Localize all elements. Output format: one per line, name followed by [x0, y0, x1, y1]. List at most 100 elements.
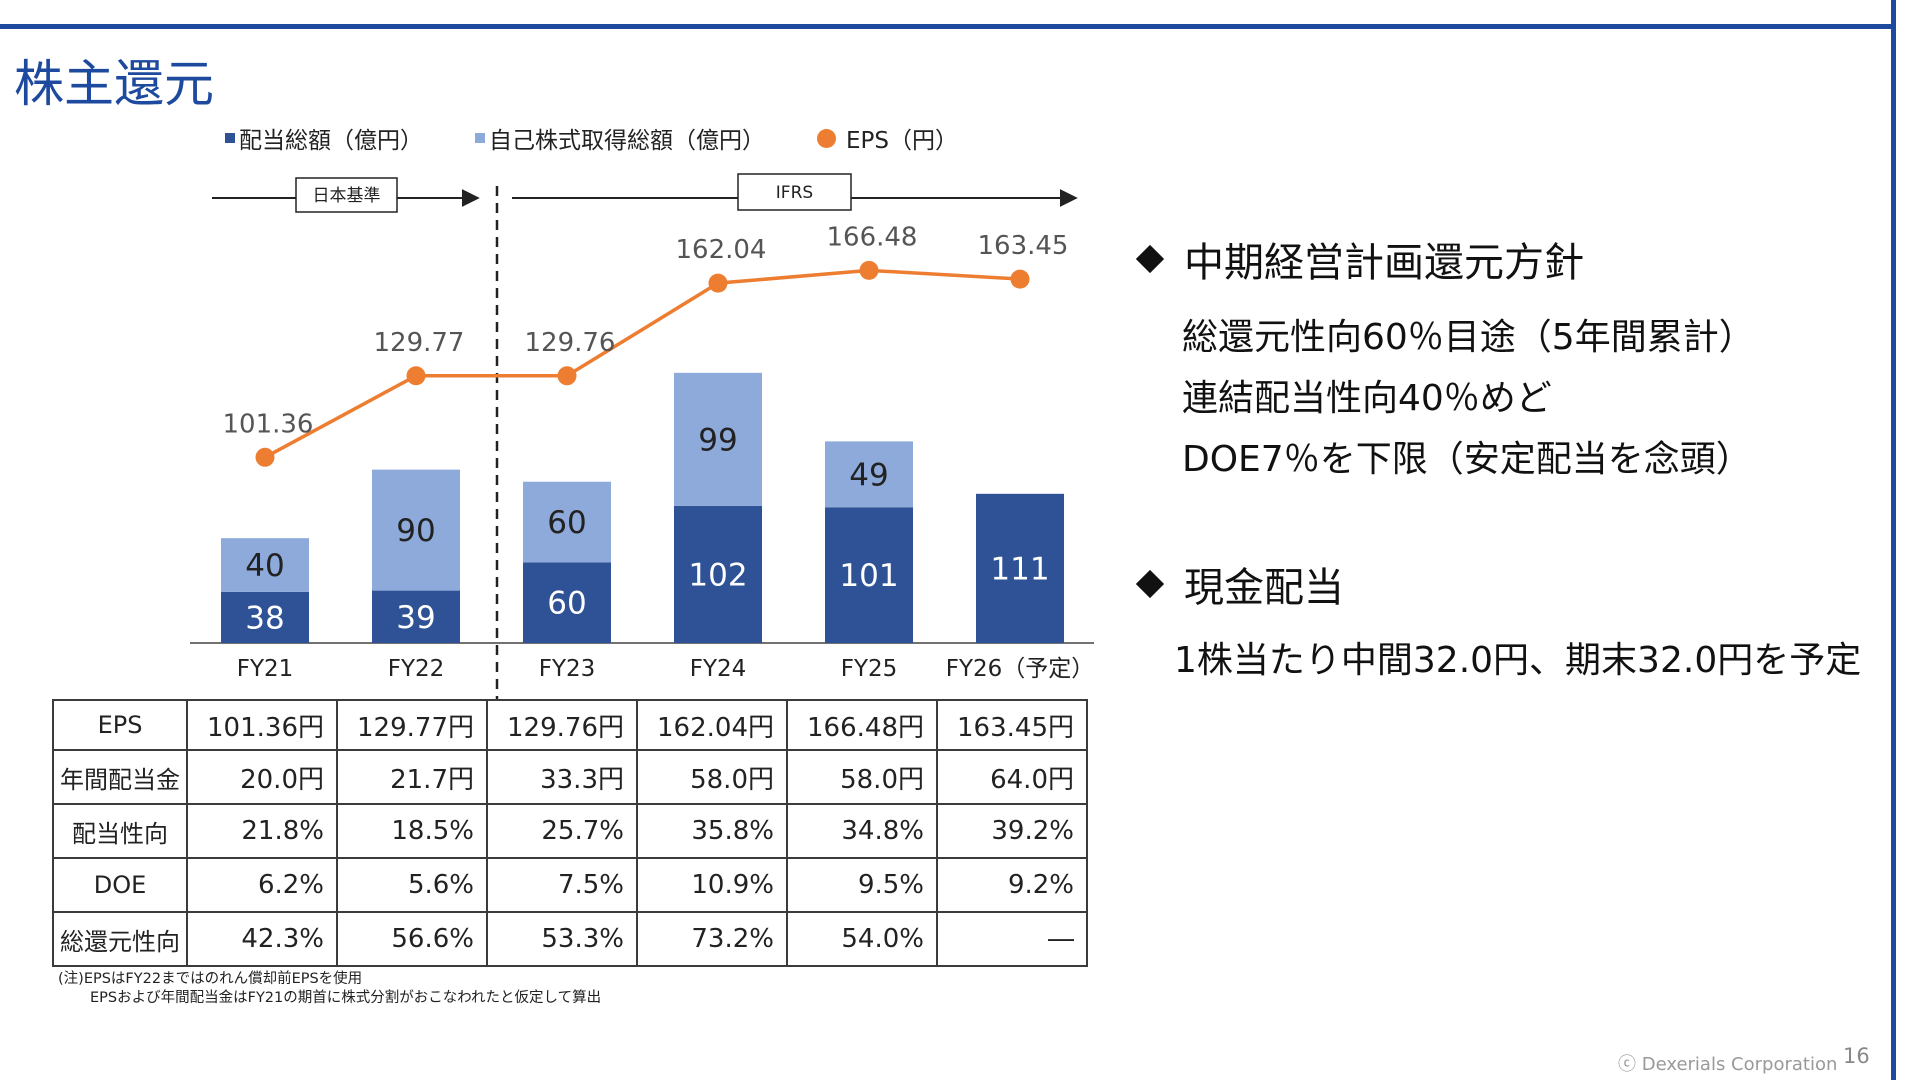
- eps-label: 129.76: [525, 328, 616, 358]
- eps-point: [406, 366, 426, 386]
- footnote-line: EPSおよび年間配当金はFY21の期首に株式分割がおこなわれたと仮定して算出: [90, 990, 602, 1006]
- table-cell: 56.6%: [336, 911, 488, 967]
- table-cell: 9.2%: [936, 857, 1088, 913]
- table-cell: 64.0円: [936, 749, 1088, 805]
- policy-line: 連結配当性向40％めど: [1182, 378, 1552, 419]
- bar-dividend: [372, 590, 460, 643]
- table-cell: 9.5%: [786, 857, 938, 913]
- right-edge-rule: [1891, 0, 1896, 1080]
- ifrs-label: IFRS: [776, 183, 813, 203]
- table-cell: 54.0%: [786, 911, 938, 967]
- eps-line: [264, 268, 1021, 459]
- legend-label-dividend: 配当総額（億円）: [239, 128, 423, 154]
- dividend-metrics-table: EPS 101.36円 129.77円 129.76円 162.04円 166.…: [52, 699, 1088, 967]
- ifrs-box: [737, 173, 852, 211]
- footnote-line: (注)EPSはFY22まではのれん償却前EPSを使用: [58, 971, 363, 987]
- table-row-annual-dividend: 年間配当金 20.0円 21.7円 33.3円 58.0円 58.0円 64.0…: [52, 749, 1088, 805]
- eps-point: [255, 447, 275, 467]
- legend-label-buyback: 自己株式取得総額（億円）: [489, 128, 765, 154]
- bar-buyback: [372, 469, 460, 591]
- legend-swatch-eps: [817, 128, 836, 148]
- category-label: FY22: [388, 656, 445, 682]
- category-label: FY24: [690, 656, 747, 682]
- table-row-eps: EPS 101.36円 129.77円 129.76円 162.04円 166.…: [52, 699, 1088, 751]
- page-number: 16: [1843, 1044, 1870, 1068]
- diamond-bullet-icon: [1135, 569, 1165, 599]
- table-cell: 101.36円: [186, 699, 338, 751]
- bar-buyback: [523, 481, 611, 563]
- bar-series: [221, 372, 1064, 643]
- table-cell: 53.3%: [486, 911, 638, 967]
- table-cell: 166.48円: [786, 699, 938, 751]
- table-row-header: DOE: [52, 857, 188, 913]
- bar-label-buyback: 60: [547, 505, 586, 541]
- category-axis-labels: FY21 FY22 FY23 FY24 FY25 FY26（予定）: [237, 656, 1095, 682]
- eps-point: [859, 260, 879, 280]
- table-cell: 35.8%: [636, 803, 788, 859]
- bar-buyback: [221, 538, 309, 592]
- cash-dividend-line: 1株当たり中間32.0円、期末32.0円を予定: [1174, 640, 1862, 681]
- legend-swatch-buyback: [475, 133, 485, 143]
- table-cell: 58.0円: [786, 749, 938, 805]
- category-label: FY21: [237, 656, 294, 682]
- bar-dividend: [523, 562, 611, 643]
- bar-label-buyback: 99: [698, 422, 737, 458]
- bar-dividend: [674, 505, 762, 643]
- cash-dividend-section: 現金配当 1株当たり中間32.0円、期末32.0円を予定: [1130, 555, 1861, 681]
- table-cell: 6.2%: [186, 857, 338, 913]
- eps-label: 129.77: [374, 328, 465, 358]
- bar-dividend: [976, 493, 1064, 643]
- bar-label-dividend: 102: [688, 557, 747, 593]
- table-row-payout-ratio: 配当性向 21.8% 18.5% 25.7% 35.8% 34.8% 39.2%: [52, 803, 1088, 859]
- table-cell: 73.2%: [636, 911, 788, 967]
- basis-indicators: 日本基準 IFRS: [212, 173, 1078, 213]
- header-rule: [0, 24, 1896, 29]
- bar-buyback: [674, 372, 762, 506]
- bar-label-dividend: 111: [990, 551, 1049, 587]
- table-cell: 162.04円: [636, 699, 788, 751]
- eps-point: [557, 366, 577, 386]
- category-label: FY25: [841, 656, 898, 682]
- eps-label: 163.45: [978, 231, 1069, 261]
- bar-label-dividend: 101: [839, 558, 898, 594]
- jgaap-box: [295, 177, 398, 213]
- table-footnote: (注)EPSはFY22まではのれん償却前EPSを使用 EPSおよび年間配当金はF…: [58, 970, 601, 1008]
- bar-dividend: [825, 507, 913, 643]
- table-cell: 18.5%: [336, 803, 488, 859]
- table-cell: 163.45円: [936, 699, 1088, 751]
- policy-line: 総還元性向60％目途（5年間累計）: [1182, 317, 1755, 358]
- bar-label-buyback: 90: [396, 513, 435, 549]
- table-cell: 33.3円: [486, 749, 638, 805]
- eps-series: 101.36 129.77 129.76 162.04 166.48 163.45: [223, 222, 1069, 467]
- bar-dividend: [221, 591, 309, 643]
- bar-label-buyback: 40: [245, 548, 284, 584]
- category-label: FY26（予定）: [946, 656, 1095, 682]
- table-row-total-return-ratio: 総還元性向 42.3% 56.6% 53.3% 73.2% 54.0% ―: [52, 911, 1088, 967]
- copyright-notice: ⓒ Dexerials Corporation: [1618, 1054, 1838, 1075]
- legend-item-eps: EPS（円）: [817, 121, 958, 155]
- eps-point: [1010, 269, 1030, 289]
- table-cell: 21.7円: [336, 749, 488, 805]
- return-policy-heading-text: 中期経営計画還元方針: [1184, 240, 1584, 286]
- table-cell: 20.0円: [186, 749, 338, 805]
- table-row-doe: DOE 6.2% 5.6% 7.5% 10.9% 9.5% 9.2%: [52, 857, 1088, 913]
- table-row-header: 年間配当金: [52, 749, 188, 805]
- table-cell: 21.8%: [186, 803, 338, 859]
- jgaap-label: 日本基準: [313, 186, 381, 206]
- policy-line: DOE7％を下限（安定配当を念頭）: [1182, 439, 1752, 480]
- legend-item-dividend: 配当総額（億円）: [225, 121, 423, 155]
- eps-label: 162.04: [676, 235, 767, 265]
- bar-value-labels: 38 40 39 90 60 60 102 99 101 49 111: [245, 422, 1049, 636]
- bar-label-dividend: 39: [396, 600, 435, 636]
- cash-dividend-heading: 現金配当: [1130, 555, 1344, 613]
- bar-label-buyback: 49: [849, 457, 888, 493]
- table-cell: 34.8%: [786, 803, 938, 859]
- cash-dividend-heading-text: 現金配当: [1184, 565, 1344, 611]
- shareholder-return-chart: 日本基準 IFRS 38 40 39 90 60 60 102 99 101 49 111 101.…: [190, 173, 1095, 700]
- legend-swatch-dividend: [225, 133, 235, 143]
- bar-buyback: [825, 441, 913, 508]
- legend-item-buyback: 自己株式取得総額（億円）: [475, 121, 765, 155]
- page-title: 株主還元: [14, 55, 214, 113]
- table-cell: 7.5%: [486, 857, 638, 913]
- table-cell: 42.3%: [186, 911, 338, 967]
